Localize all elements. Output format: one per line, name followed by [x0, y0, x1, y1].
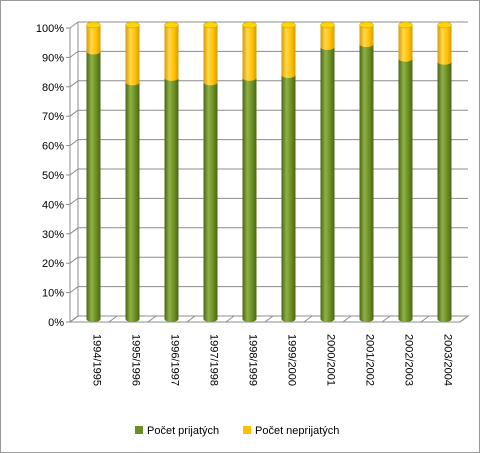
gridline-side: [69, 256, 79, 264]
bar-neprijatych: [203, 25, 218, 86]
x-category-label: 1997/1998: [208, 334, 220, 386]
y-tick-label: 0%: [48, 317, 64, 329]
gridline-side: [69, 80, 79, 88]
x-tick-mark: [69, 315, 79, 323]
y-tick-label: 90%: [42, 52, 64, 64]
x-category-label: 1994/1995: [91, 334, 103, 386]
bar-neprijatych: [437, 25, 452, 65]
x-tick-mark: [225, 315, 235, 323]
legend-swatch-prijatych: [135, 426, 143, 434]
y-tick-label: 10%: [42, 288, 64, 300]
gridline-side: [69, 197, 79, 205]
legend: Počet prijatých Počet neprijatých: [135, 425, 339, 437]
bar-neprijatych-top: [437, 21, 452, 29]
x-tick-mark: [342, 315, 352, 323]
bar-prijatych: [320, 47, 335, 323]
x-tick-mark: [108, 315, 118, 323]
bar-prijatych: [281, 74, 296, 322]
bar-neprijatych-top: [86, 21, 101, 29]
bar-prijatych: [398, 58, 413, 323]
x-tick-mark: [459, 315, 469, 323]
x-tick-mark: [147, 315, 157, 323]
bar-neprijatych-top: [203, 21, 218, 29]
x-category-label: 2003/2004: [442, 334, 454, 386]
y-tick-label: 30%: [42, 229, 64, 241]
y-tick-label: 20%: [42, 258, 64, 270]
x-tick-mark: [420, 315, 430, 323]
bar-prijatych: [164, 77, 179, 322]
gridline-side: [69, 51, 79, 58]
bar-neprijatych-top: [281, 21, 296, 29]
x-category-label: 1998/1999: [247, 334, 259, 386]
gridline-side: [69, 109, 79, 117]
x-tick-mark: [186, 315, 196, 323]
y-tick-label: 40%: [42, 199, 64, 211]
gridline-side: [69, 139, 79, 147]
bar-neprijatych-top: [125, 21, 140, 29]
bar-neprijatych: [164, 25, 179, 81]
x-category-label: 1999/2000: [286, 334, 298, 386]
bar-neprijatych: [359, 25, 374, 48]
x-category-labels: 1994/1995 1995/1996 1996/1997 1997/1998 1998…: [91, 334, 454, 386]
x-category-label: 2002/2003: [403, 334, 415, 386]
bar-neprijatych: [125, 25, 140, 86]
bar-neprijatych: [320, 25, 335, 51]
bar-prijatych: [437, 61, 452, 322]
bar-neprijatych: [242, 25, 257, 81]
gridline-side: [69, 286, 79, 294]
x-tick-mark: [381, 315, 391, 323]
y-tick-label: 70%: [42, 111, 64, 123]
bar-neprijatych-top: [164, 21, 179, 29]
y-tick-label: 80%: [42, 82, 64, 94]
legend-label-neprijatych: Počet neprijatých: [255, 425, 339, 437]
bar-neprijatych-top: [242, 21, 257, 29]
x-category-label: 2001/2002: [364, 334, 376, 386]
bar-prijatych: [242, 77, 257, 322]
x-tick-mark: [303, 315, 313, 323]
legend-label-prijatych: Počet prijatých: [147, 425, 219, 437]
y-tick-label: 60%: [42, 141, 64, 153]
bar-neprijatych: [281, 25, 296, 78]
y-tick-label: 50%: [42, 170, 64, 182]
bar-neprijatych: [86, 25, 101, 55]
x-category-label: 1995/1996: [130, 334, 142, 386]
legend-swatch-neprijatych: [243, 426, 251, 434]
bar-neprijatych-top: [320, 21, 335, 29]
bar-neprijatych: [398, 25, 413, 62]
bars-layer: [86, 21, 452, 323]
bar-prijatych: [125, 82, 140, 322]
gridline-side: [69, 227, 79, 235]
bar-neprijatych-top: [359, 21, 374, 29]
x-tick-mark: [264, 315, 274, 323]
y-tick-label: 100%: [36, 23, 64, 35]
bar-prijatych: [86, 51, 101, 323]
gridline-side: [69, 168, 79, 176]
bar-prijatych: [203, 82, 218, 322]
y-tick-labels: 0% 10% 20% 30% 40% 50% 60% 70% 80% 90% 100%: [36, 23, 64, 329]
gridline-side: [69, 21, 79, 29]
bar-neprijatych-top: [398, 21, 413, 29]
x-category-label: 2000/2001: [325, 334, 337, 386]
bar-prijatych: [359, 44, 374, 323]
x-category-label: 1996/1997: [169, 334, 181, 386]
